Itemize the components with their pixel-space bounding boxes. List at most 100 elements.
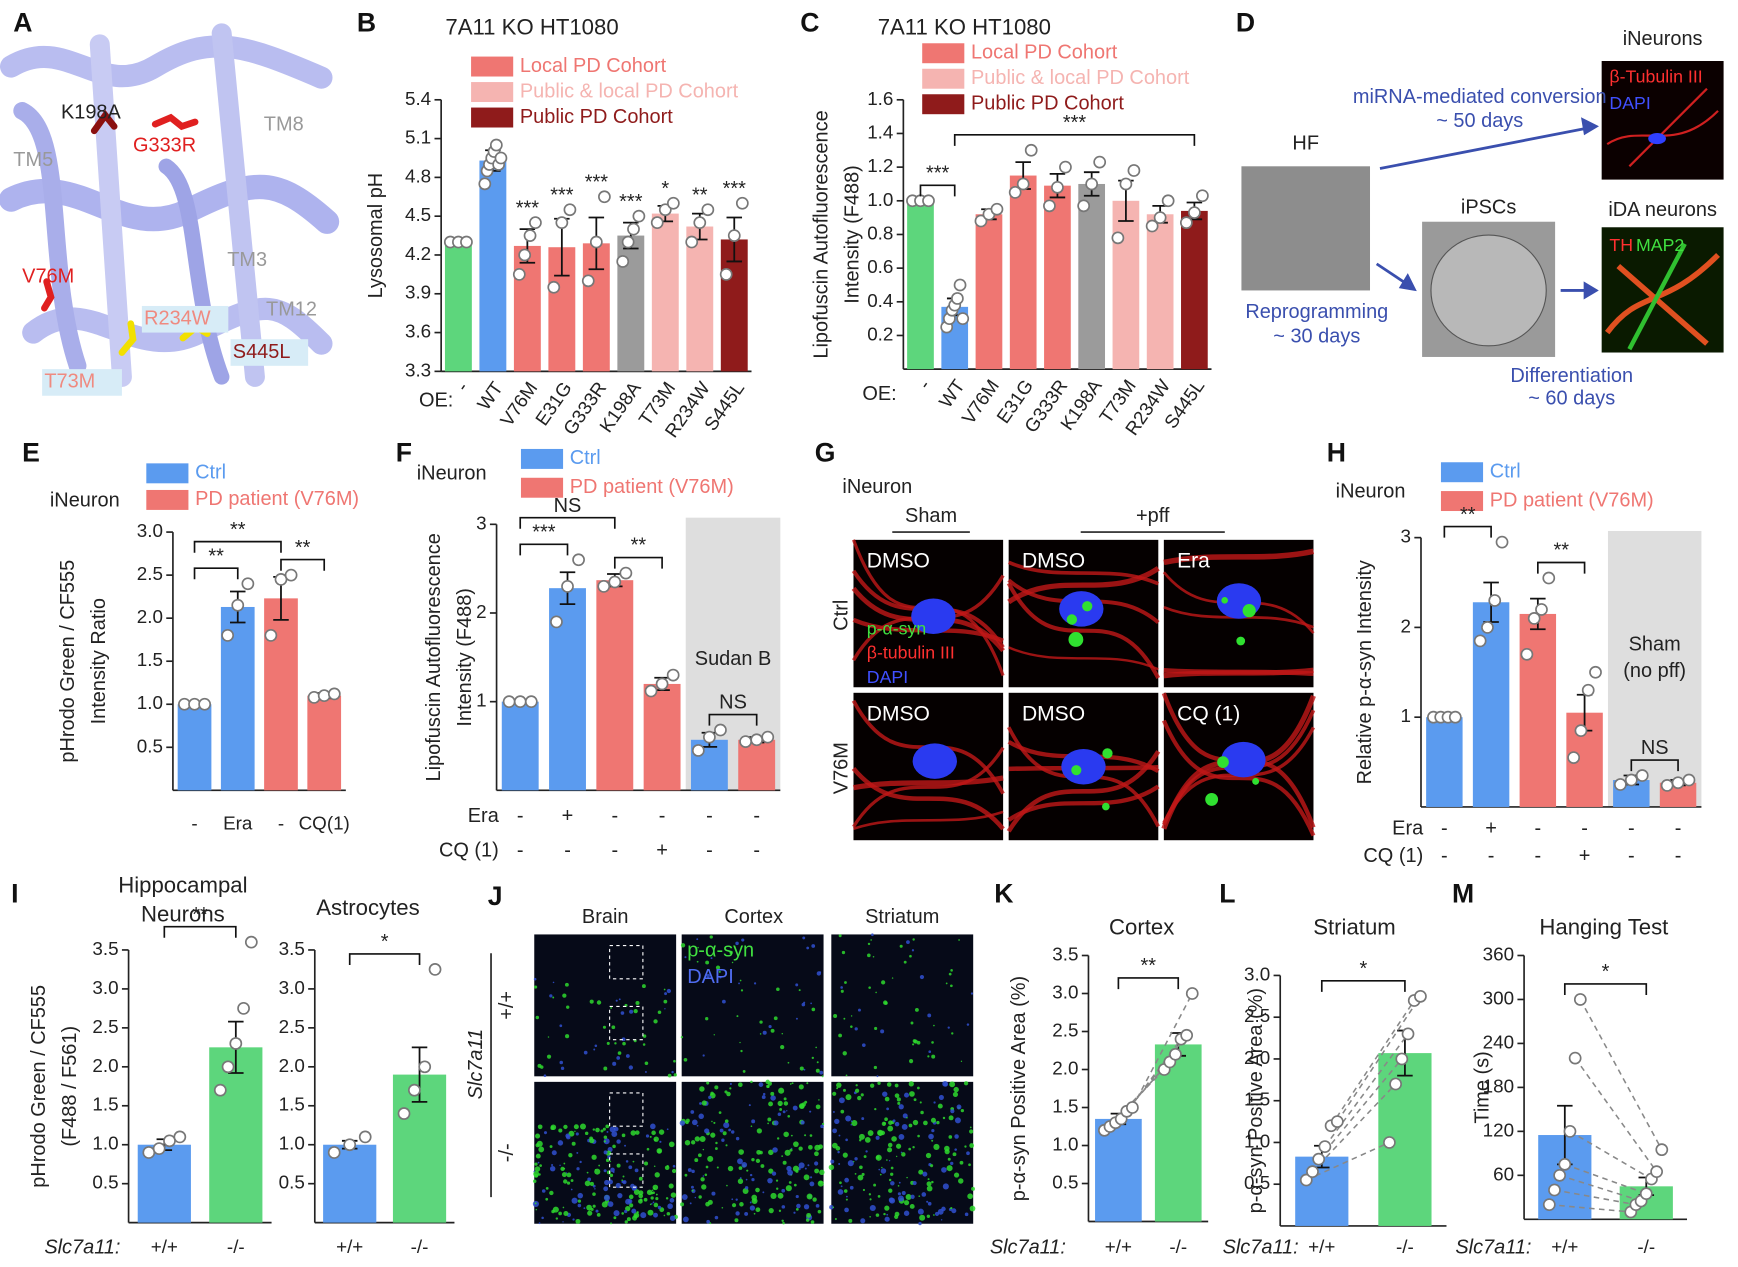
speckle xyxy=(912,938,915,941)
data-point xyxy=(1682,773,1696,787)
speckle xyxy=(804,1134,807,1137)
speckle xyxy=(668,1141,675,1148)
speckle xyxy=(731,1198,734,1201)
residue-label: T73M xyxy=(44,371,95,393)
speckle xyxy=(589,999,594,1004)
speckle xyxy=(563,1210,569,1217)
speckle xyxy=(646,1147,650,1151)
speckle xyxy=(908,1081,914,1087)
gene-label: Slc7a11 xyxy=(465,1029,487,1100)
speckle xyxy=(658,1129,665,1135)
speckle xyxy=(817,1209,822,1214)
speckle xyxy=(835,1146,841,1151)
speckle xyxy=(845,1094,852,1101)
speckle xyxy=(869,1216,871,1218)
speckle xyxy=(931,1041,934,1044)
speckle xyxy=(628,1165,633,1170)
data-point xyxy=(1059,160,1072,174)
helix-label: TM8 xyxy=(264,114,304,136)
speckle xyxy=(814,1151,819,1157)
speckle xyxy=(767,1085,770,1088)
ineuron-image xyxy=(1601,61,1724,180)
speckle xyxy=(859,1165,863,1170)
speckle xyxy=(648,1191,650,1193)
speckle xyxy=(682,1216,689,1223)
stain-label: DAPI xyxy=(867,667,908,687)
chart-subtitle: iNeuron xyxy=(50,489,120,511)
speckle xyxy=(900,1151,903,1154)
speckle xyxy=(897,1192,902,1196)
speckle xyxy=(594,1044,598,1048)
speckle xyxy=(901,1191,906,1196)
speckle xyxy=(714,1085,719,1090)
speckle xyxy=(959,1160,964,1165)
speckle xyxy=(698,1113,704,1120)
speckle xyxy=(680,1202,685,1207)
speckle xyxy=(696,960,699,963)
data-point xyxy=(735,196,749,210)
speckle xyxy=(792,1105,798,1111)
speckle xyxy=(707,1155,714,1162)
speckle xyxy=(770,1192,777,1199)
speckle xyxy=(777,1192,784,1199)
row-value: + xyxy=(1579,845,1591,867)
speckle xyxy=(604,1179,610,1186)
speckle xyxy=(749,1201,752,1204)
data-point xyxy=(739,735,752,748)
data-point xyxy=(1527,612,1541,625)
speckle xyxy=(887,1147,893,1153)
data-point xyxy=(632,209,646,223)
speckle xyxy=(759,1033,762,1035)
speckle xyxy=(735,1198,738,1201)
speckle xyxy=(931,1129,935,1133)
speckle xyxy=(566,1172,572,1178)
speckle xyxy=(783,1101,789,1106)
data-point xyxy=(152,1142,166,1155)
speckle xyxy=(729,1087,732,1090)
speckle xyxy=(730,1130,735,1134)
arrow xyxy=(1379,126,1591,170)
speckle xyxy=(575,1132,579,1136)
speckle xyxy=(737,1158,743,1165)
speckle xyxy=(782,1160,787,1165)
data-point xyxy=(1043,199,1056,213)
speckle xyxy=(954,1148,957,1151)
label: ~ 30 days xyxy=(1273,325,1360,347)
speckle xyxy=(684,1173,688,1177)
tubulin-fiber xyxy=(853,810,1004,831)
speckle xyxy=(883,1121,886,1125)
speckle xyxy=(782,1110,786,1114)
speckle xyxy=(605,1124,610,1129)
speckle xyxy=(958,939,960,941)
data-point xyxy=(1008,186,1022,199)
speckle xyxy=(875,1135,880,1140)
significance-bracket xyxy=(1630,759,1679,772)
speckle xyxy=(654,1172,660,1178)
speckle xyxy=(622,1041,626,1046)
panel-letter: C xyxy=(800,7,819,37)
bar xyxy=(1426,717,1463,807)
speckle xyxy=(953,1086,959,1093)
speckle xyxy=(936,1120,940,1125)
speckle xyxy=(652,1201,655,1204)
speckle xyxy=(702,1148,705,1151)
y-tick-label: 300 xyxy=(1483,987,1514,1008)
group-label: +pff xyxy=(1136,505,1170,527)
data-point xyxy=(1414,989,1427,1003)
speckle xyxy=(562,1221,564,1223)
pair-line xyxy=(1574,1057,1658,1173)
row-label: CQ (1) xyxy=(439,840,499,862)
y-tick-label: 0.5 xyxy=(137,735,163,756)
data-point xyxy=(714,723,727,737)
speckle xyxy=(837,1150,840,1154)
y-tick-label: 60 xyxy=(1493,1163,1514,1184)
x-tick-label: +/+ xyxy=(336,1236,363,1257)
speckle xyxy=(563,1162,566,1165)
significance-bracket xyxy=(163,925,237,938)
image-label: DMSO xyxy=(867,703,930,726)
speckle xyxy=(787,1114,791,1118)
data-point xyxy=(597,580,611,593)
speckle xyxy=(552,1206,559,1213)
data-point xyxy=(1312,1152,1326,1166)
speckle xyxy=(777,1112,782,1117)
